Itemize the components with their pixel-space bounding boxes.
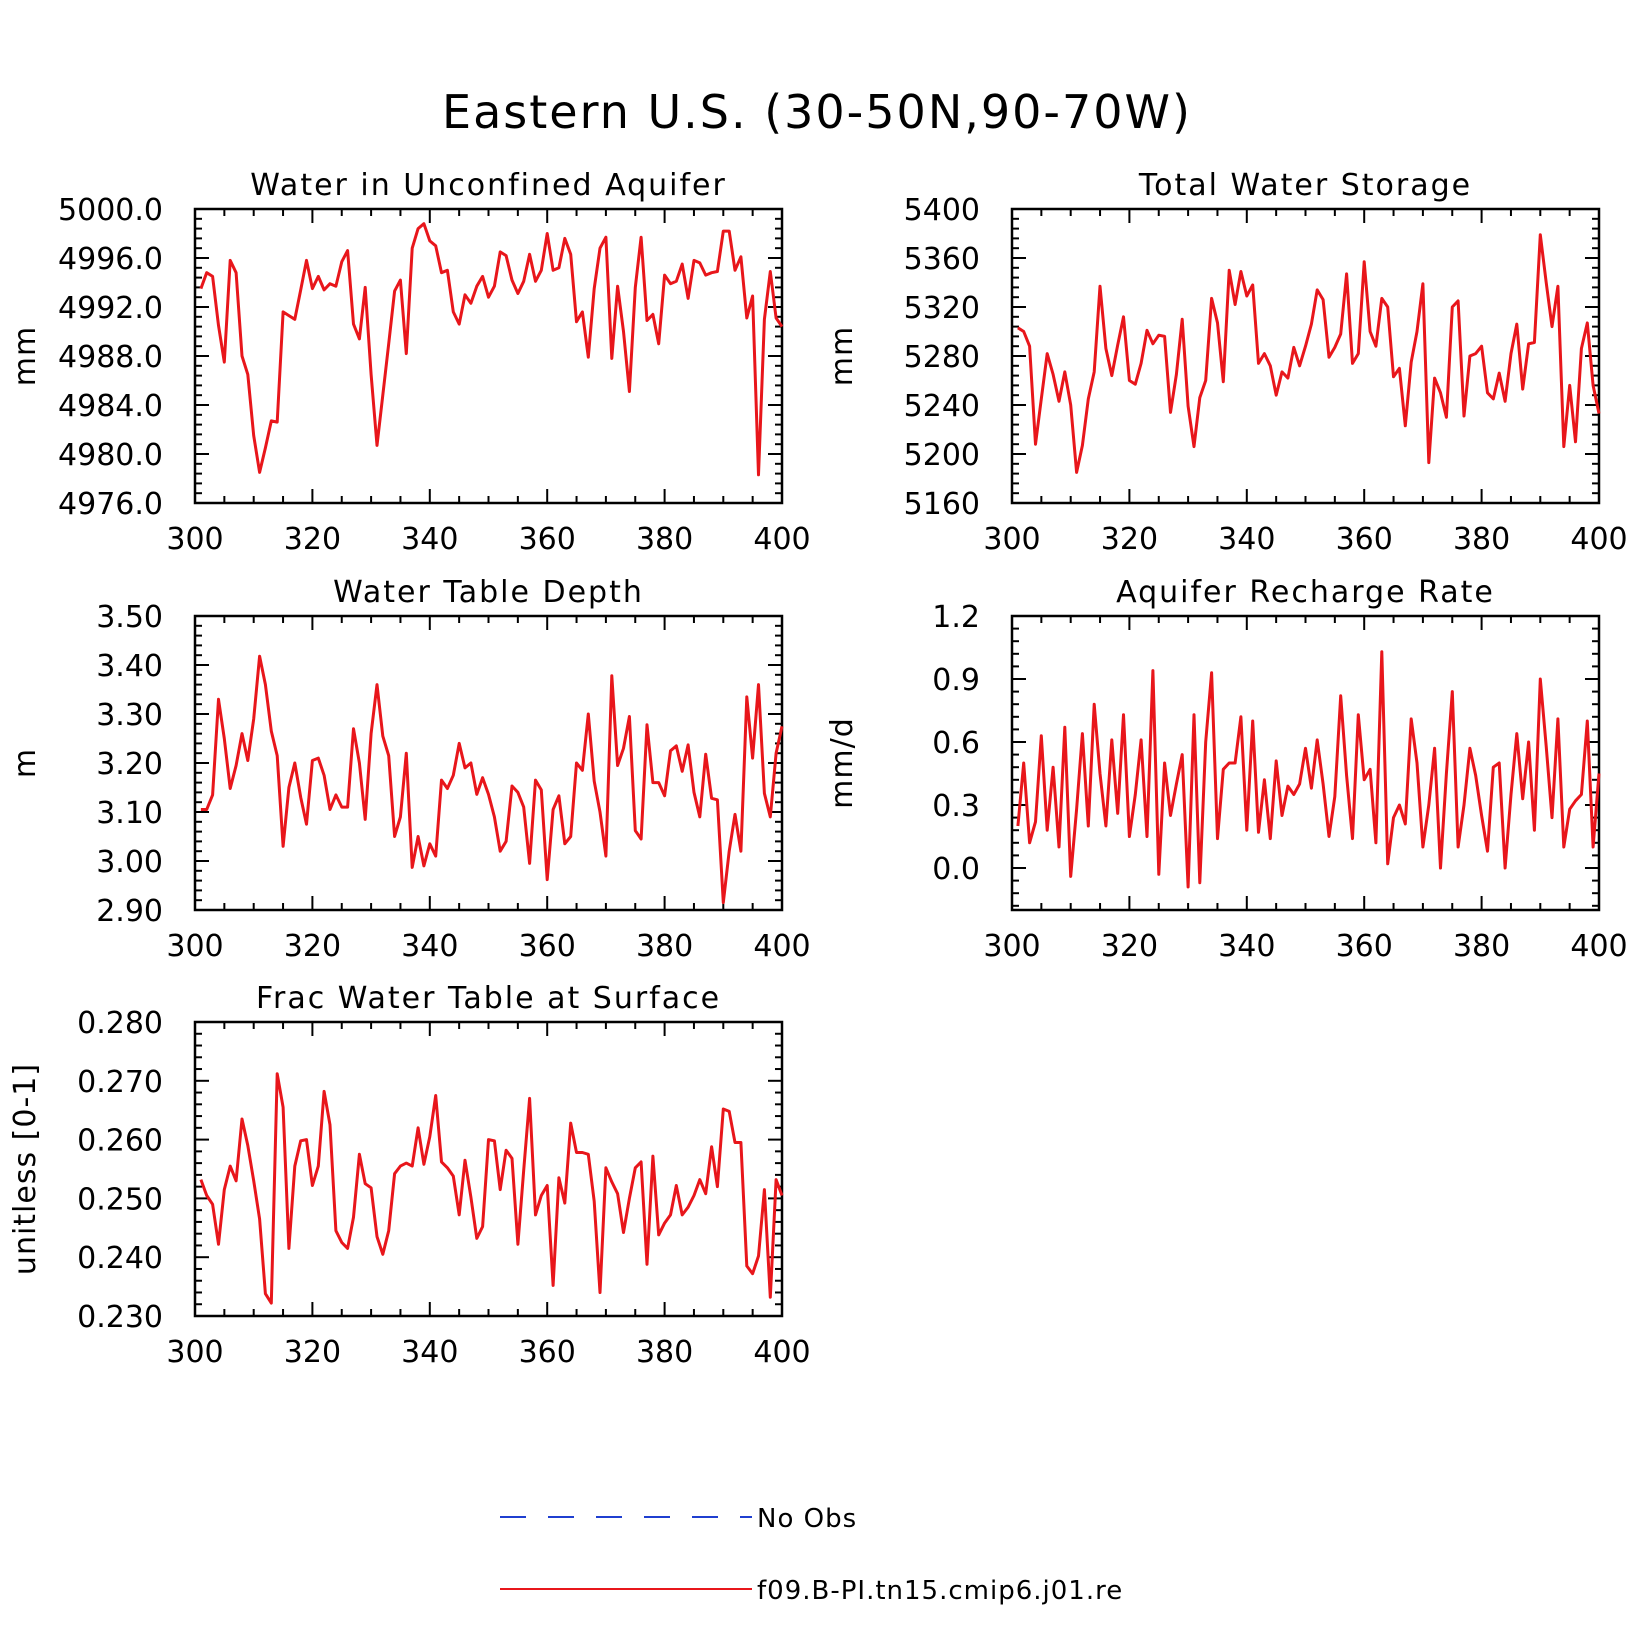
x-tick-label: 380 [636,929,693,964]
series-line [200,654,784,905]
y-axis-label: mm [825,326,860,386]
x-tick-label: 380 [1453,522,1510,557]
y-axis-label: unitless [0-1] [8,1063,43,1275]
x-tick-label: 400 [753,522,810,557]
x-tick-label: 400 [1570,929,1627,964]
panel-title: Frac Water Table at Surface [256,981,721,1016]
y-tick-label: 3.00 [96,845,163,880]
plot-frame [193,1020,784,1318]
x-tick-label: 300 [166,929,223,964]
x-tick-label: 340 [1218,929,1275,964]
x-tick-label: 340 [1218,522,1275,557]
y-axis-label: m [8,748,43,778]
x-tick-label: 360 [519,522,576,557]
y-tick-label: 0.260 [77,1124,163,1159]
y-tick-label: 0.280 [77,1006,163,1041]
y-tick-label: 5360 [904,242,980,277]
x-tick-label: 360 [519,1335,576,1370]
x-tick-label: 360 [1336,522,1393,557]
main-title: Eastern U.S. (30-50N,90-70W) [442,85,1192,139]
series-line [1016,650,1601,889]
x-tick-label: 320 [1101,929,1158,964]
chart-panel-3: Water Table Depth m 300 320 340 360 380 400 2.90… [8,575,811,964]
panel-title: Total Water Storage [1138,168,1472,203]
y-tick-label: 4976.0 [58,487,163,522]
x-tick-label: 340 [401,1335,458,1370]
y-tick-label: 0.240 [77,1241,163,1276]
y-tick-label: 4988.0 [58,340,163,375]
x-tick-label: 340 [401,522,458,557]
x-tick-label: 320 [284,522,341,557]
series-line [199,1072,784,1305]
y-tick-label: 3.50 [96,600,163,635]
x-tick-label: 380 [1453,929,1510,964]
x-tick-label: 400 [753,1335,810,1370]
x-tick-label: 300 [166,522,223,557]
x-tick-label: 300 [983,522,1040,557]
x-tick-label: 320 [284,929,341,964]
y-tick-label: 5200 [904,438,980,473]
chart-panel-2: Total Water Storage mm 300 320 340 360 380 400 5… [825,168,1628,557]
x-tick-label: 400 [1570,522,1627,557]
chart-panel-1: Water in Unconfined Aquifer mm 300 320 340 36… [8,168,811,557]
y-tick-label: 4996.0 [58,242,163,277]
y-tick-label: 4984.0 [58,389,163,424]
x-tick-label: 380 [636,522,693,557]
y-tick-label: 3.10 [96,796,163,831]
x-tick-label: 380 [636,1335,693,1370]
x-tick-label: 300 [166,1335,223,1370]
y-tick-label: 1.2 [932,600,980,635]
y-tick-label: 0.0 [932,852,980,887]
y-tick-label: 0.230 [77,1300,163,1335]
legend-label-no-obs: No Obs [757,1504,857,1534]
y-tick-label: 0.6 [932,726,980,761]
plot-frame [193,614,784,912]
y-tick-label: 2.90 [96,894,163,929]
x-tick-label: 340 [401,929,458,964]
y-axis-label: mm/d [825,717,860,809]
panel-title: Water Table Depth [333,575,644,610]
y-tick-label: 5000.0 [58,193,163,228]
plot-frame [193,207,784,505]
y-tick-label: 5240 [904,389,980,424]
series-line [199,222,784,477]
legend: No Obs f09.B-PI.tn15.cmip6.j01.re [500,1504,1123,1606]
y-tick-label: 5400 [904,193,980,228]
y-tick-label: 3.30 [96,698,163,733]
y-tick-label: 5320 [904,291,980,326]
y-tick-label: 4992.0 [58,291,163,326]
panel-title: Water in Unconfined Aquifer [250,168,727,203]
y-tick-label: 0.9 [932,663,980,698]
y-tick-label: 0.250 [77,1182,163,1217]
x-tick-label: 360 [1336,929,1393,964]
y-tick-label: 3.40 [96,649,163,684]
y-tick-label: 0.3 [932,789,980,824]
y-tick-label: 4980.0 [58,438,163,473]
x-tick-label: 400 [753,929,810,964]
x-tick-label: 300 [983,929,1040,964]
panels: Water in Unconfined Aquifer mm 300 320 340 36… [8,168,1628,1370]
x-tick-label: 320 [284,1335,341,1370]
series-line [1017,233,1601,474]
y-tick-label: 0.270 [77,1065,163,1100]
y-axis-label: mm [8,326,43,386]
y-tick-label: 5280 [904,340,980,375]
legend-label-model: f09.B-PI.tn15.cmip6.j01.re [757,1576,1123,1606]
x-tick-label: 320 [1101,522,1158,557]
x-tick-label: 360 [519,929,576,964]
chart-panel-5: Frac Water Table at Surface unitless [0-1… [8,981,811,1370]
y-tick-label: 5160 [904,487,980,522]
panel-title: Aquifer Recharge Rate [1116,575,1495,610]
chart-panel-4: Aquifer Recharge Rate mm/d 300 320 340 360 380… [825,575,1628,964]
y-tick-label: 3.20 [96,747,163,782]
